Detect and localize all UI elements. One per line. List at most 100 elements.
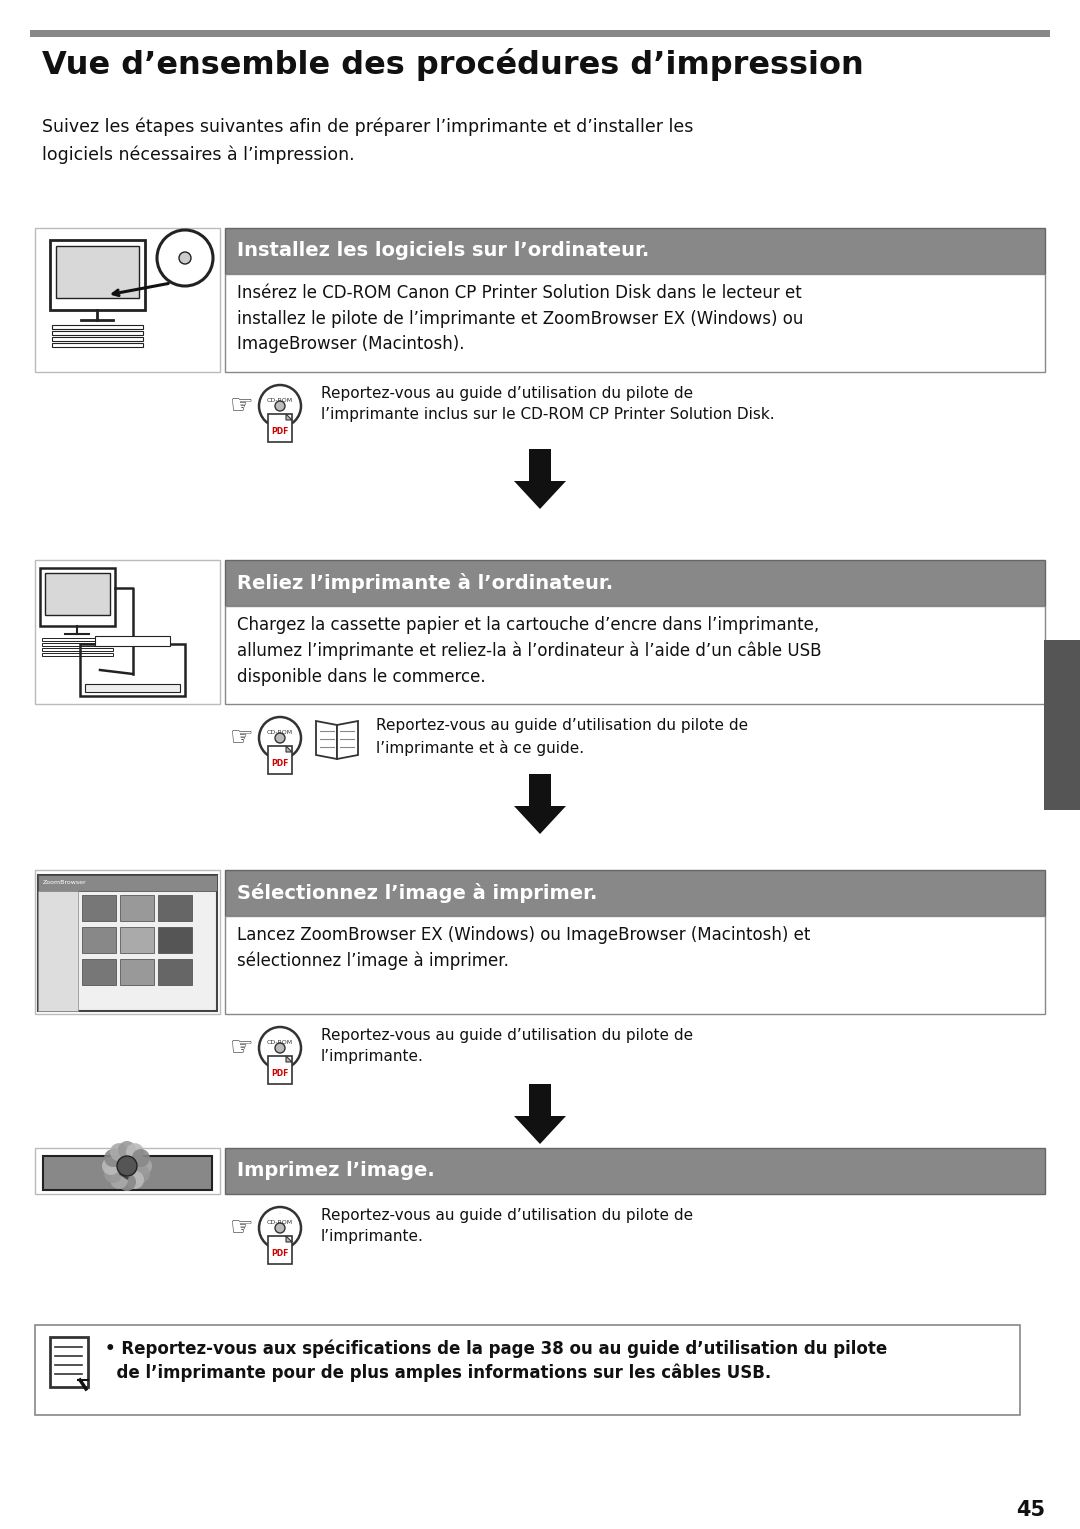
Bar bbox=[40, 567, 114, 625]
Text: Suivez les étapes suivantes afin de préparer l’imprimante et d’installer les: Suivez les étapes suivantes afin de prép… bbox=[42, 118, 693, 136]
Bar bbox=[120, 894, 154, 920]
Bar bbox=[52, 342, 143, 347]
Bar bbox=[82, 894, 116, 920]
Text: Insérez le CD-ROM Canon CP Printer Solution Disk dans le lecteur et
installez le: Insérez le CD-ROM Canon CP Printer Solut… bbox=[237, 284, 804, 353]
Bar bbox=[529, 1084, 551, 1116]
Bar bbox=[268, 746, 292, 774]
Bar bbox=[50, 240, 145, 310]
Text: CD-ROM: CD-ROM bbox=[267, 1220, 293, 1226]
Bar bbox=[95, 636, 170, 645]
Circle shape bbox=[275, 732, 285, 743]
Bar bbox=[225, 916, 1045, 1014]
Bar bbox=[38, 891, 78, 1011]
Bar bbox=[158, 959, 192, 985]
Bar bbox=[225, 605, 1045, 703]
Bar bbox=[1044, 641, 1080, 810]
Polygon shape bbox=[286, 1057, 292, 1063]
Circle shape bbox=[110, 1144, 129, 1161]
Bar bbox=[120, 959, 154, 985]
Circle shape bbox=[118, 1173, 136, 1191]
Circle shape bbox=[179, 252, 191, 265]
Text: ☞: ☞ bbox=[230, 725, 254, 751]
Bar bbox=[85, 683, 180, 693]
Bar bbox=[42, 644, 113, 645]
Bar bbox=[35, 1148, 220, 1194]
Bar bbox=[225, 870, 1045, 916]
Text: ZoomBrowser: ZoomBrowser bbox=[43, 881, 86, 885]
Bar bbox=[225, 228, 1045, 274]
Bar bbox=[120, 927, 154, 953]
Polygon shape bbox=[286, 746, 292, 752]
Bar bbox=[52, 326, 143, 329]
Text: Installez les logiciels sur l’ordinateur.: Installez les logiciels sur l’ordinateur… bbox=[237, 242, 649, 260]
Text: ☞: ☞ bbox=[230, 1216, 254, 1242]
Text: Sélectionnez l’image à imprimer.: Sélectionnez l’image à imprimer. bbox=[237, 884, 597, 904]
Bar bbox=[225, 560, 1045, 605]
Bar bbox=[35, 228, 220, 372]
Bar bbox=[52, 330, 143, 335]
Bar bbox=[35, 560, 220, 703]
Text: logiciels nécessaires à l’impression.: logiciels nécessaires à l’impression. bbox=[42, 145, 354, 164]
Bar bbox=[42, 638, 113, 641]
Circle shape bbox=[275, 401, 285, 411]
Bar bbox=[45, 573, 110, 615]
Bar bbox=[38, 875, 217, 891]
Bar bbox=[268, 1057, 292, 1084]
Bar bbox=[268, 414, 292, 442]
Polygon shape bbox=[337, 722, 357, 758]
Text: CD-ROM: CD-ROM bbox=[267, 399, 293, 404]
Bar bbox=[529, 774, 551, 806]
Bar bbox=[35, 1326, 1020, 1414]
Text: Reportez-vous au guide d’utilisation du pilote de
l’imprimante et à ce guide.: Reportez-vous au guide d’utilisation du … bbox=[376, 719, 748, 755]
Bar bbox=[42, 653, 113, 656]
Text: Lancez ZoomBrowser EX (Windows) ou ImageBrowser (Macintosh) et
sélectionnez l’im: Lancez ZoomBrowser EX (Windows) ou Image… bbox=[237, 927, 810, 971]
Text: • Reportez-vous aux spécifications de la page 38 ou au guide d’utilisation du pi: • Reportez-vous aux spécifications de la… bbox=[105, 1339, 888, 1358]
Circle shape bbox=[117, 1156, 137, 1176]
Circle shape bbox=[104, 1165, 122, 1183]
Bar bbox=[80, 644, 185, 696]
Text: Imprimez l’image.: Imprimez l’image. bbox=[237, 1162, 435, 1180]
Polygon shape bbox=[514, 806, 566, 833]
Text: PDF: PDF bbox=[271, 1249, 288, 1258]
Bar bbox=[158, 927, 192, 953]
Bar bbox=[529, 450, 551, 482]
Text: de l’imprimante pour de plus amples informations sur les câbles USB.: de l’imprimante pour de plus amples info… bbox=[105, 1362, 771, 1382]
Text: CD-ROM: CD-ROM bbox=[267, 1041, 293, 1046]
Polygon shape bbox=[286, 1235, 292, 1242]
Text: Reportez-vous au guide d’utilisation du pilote de
l’imprimante.: Reportez-vous au guide d’utilisation du … bbox=[321, 1208, 693, 1245]
Text: Chargez la cassette papier et la cartouche d’encre dans l’imprimante,
allumez l’: Chargez la cassette papier et la cartouc… bbox=[237, 616, 822, 687]
Text: ☞: ☞ bbox=[230, 1035, 254, 1061]
Text: CD-ROM: CD-ROM bbox=[267, 731, 293, 735]
Circle shape bbox=[132, 1165, 150, 1183]
Circle shape bbox=[275, 1043, 285, 1053]
Text: PDF: PDF bbox=[271, 428, 288, 436]
Polygon shape bbox=[316, 722, 337, 758]
Circle shape bbox=[134, 1157, 152, 1174]
Text: 45: 45 bbox=[1016, 1500, 1045, 1520]
Bar bbox=[82, 959, 116, 985]
Text: Vue d’ensemble des procédures d’impression: Vue d’ensemble des procédures d’impressi… bbox=[42, 47, 864, 81]
Circle shape bbox=[126, 1171, 144, 1190]
Polygon shape bbox=[514, 482, 566, 509]
Circle shape bbox=[132, 1148, 150, 1167]
Bar bbox=[158, 894, 192, 920]
Bar bbox=[42, 648, 113, 651]
Text: Reportez-vous au guide d’utilisation du pilote de
l’imprimante.: Reportez-vous au guide d’utilisation du … bbox=[321, 1027, 693, 1064]
Polygon shape bbox=[286, 414, 292, 420]
Bar bbox=[225, 1148, 1045, 1194]
Bar bbox=[30, 31, 1050, 37]
Circle shape bbox=[118, 1141, 136, 1159]
Bar bbox=[56, 246, 139, 298]
Bar bbox=[52, 336, 143, 341]
Text: PDF: PDF bbox=[271, 1069, 288, 1078]
Circle shape bbox=[275, 1223, 285, 1232]
Bar bbox=[50, 1336, 87, 1387]
Bar bbox=[82, 927, 116, 953]
Bar bbox=[38, 875, 217, 1011]
Circle shape bbox=[104, 1148, 122, 1167]
Text: Reportez-vous au guide d’utilisation du pilote de
l’imprimante inclus sur le CD-: Reportez-vous au guide d’utilisation du … bbox=[321, 385, 774, 422]
Circle shape bbox=[126, 1144, 144, 1161]
Bar bbox=[43, 1156, 212, 1190]
Circle shape bbox=[110, 1171, 129, 1190]
Text: Reliez l’imprimante à l’ordinateur.: Reliez l’imprimante à l’ordinateur. bbox=[237, 573, 613, 593]
